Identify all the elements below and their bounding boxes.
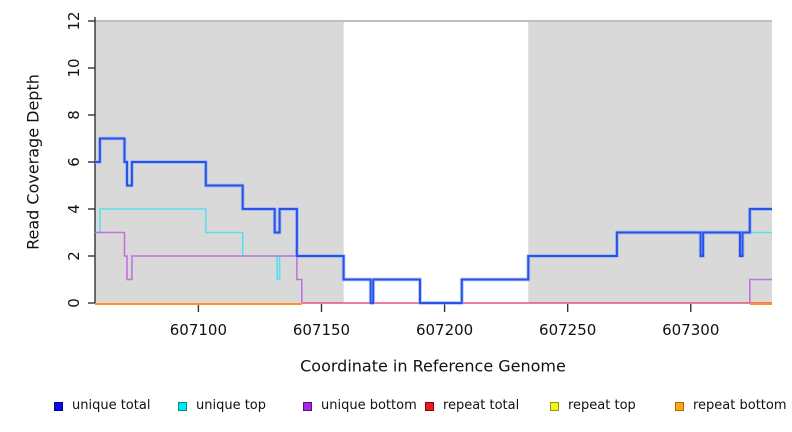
shaded-region (528, 22, 772, 303)
y-tick-label: 6 (65, 157, 83, 167)
y-tick-label: 0 (65, 298, 83, 308)
series-line-unique-total (95, 137, 772, 304)
y-tick-label: 4 (65, 204, 83, 214)
x-tick-label: 607300 (662, 321, 719, 339)
y-tick-label: 12 (65, 11, 83, 30)
y-tick-label: 10 (65, 58, 83, 77)
y-tick-label: 2 (65, 251, 83, 261)
series-line-unique-bottom (95, 231, 772, 303)
y-axis-title: Read Coverage Depth (23, 74, 43, 250)
x-tick-label: 607100 (170, 321, 227, 339)
y-tick-label: 8 (65, 110, 83, 120)
x-axis-title: Coordinate in Reference Genome (300, 356, 566, 376)
x-tick-label: 607250 (539, 321, 596, 339)
x-tick-label: 607150 (293, 321, 350, 339)
series-line-unique-top (95, 208, 772, 281)
x-tick-label: 607200 (416, 321, 473, 339)
